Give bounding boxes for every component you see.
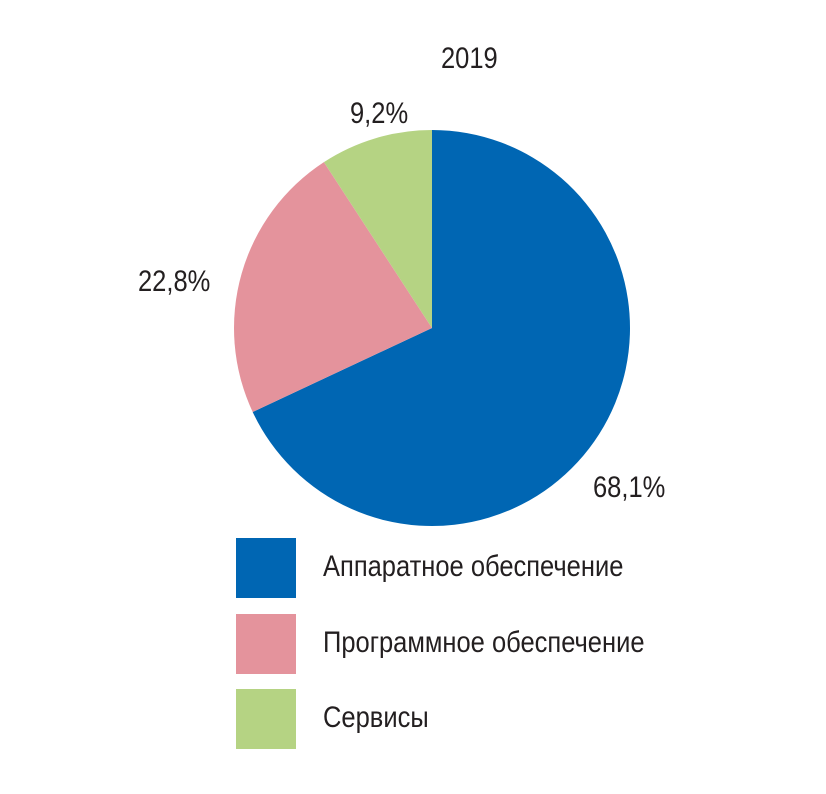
chart-title: 2019 <box>441 42 498 75</box>
legend-label: Аппаратное обеспечение <box>323 550 624 583</box>
pie-slice-1 <box>234 162 432 412</box>
legend-label: Программное обеспечение <box>323 626 645 659</box>
legend-label: Сервисы <box>323 701 429 734</box>
data-label-hardware: 68,1% <box>593 471 666 504</box>
pie-slice-2 <box>323 130 432 328</box>
data-label-services: 9,2% <box>350 97 409 130</box>
legend-swatch <box>236 538 296 598</box>
legend-swatch <box>236 614 296 674</box>
pie-slice-0 <box>252 130 630 526</box>
data-label-software: 22,8% <box>138 265 211 298</box>
legend-swatch <box>236 689 296 749</box>
